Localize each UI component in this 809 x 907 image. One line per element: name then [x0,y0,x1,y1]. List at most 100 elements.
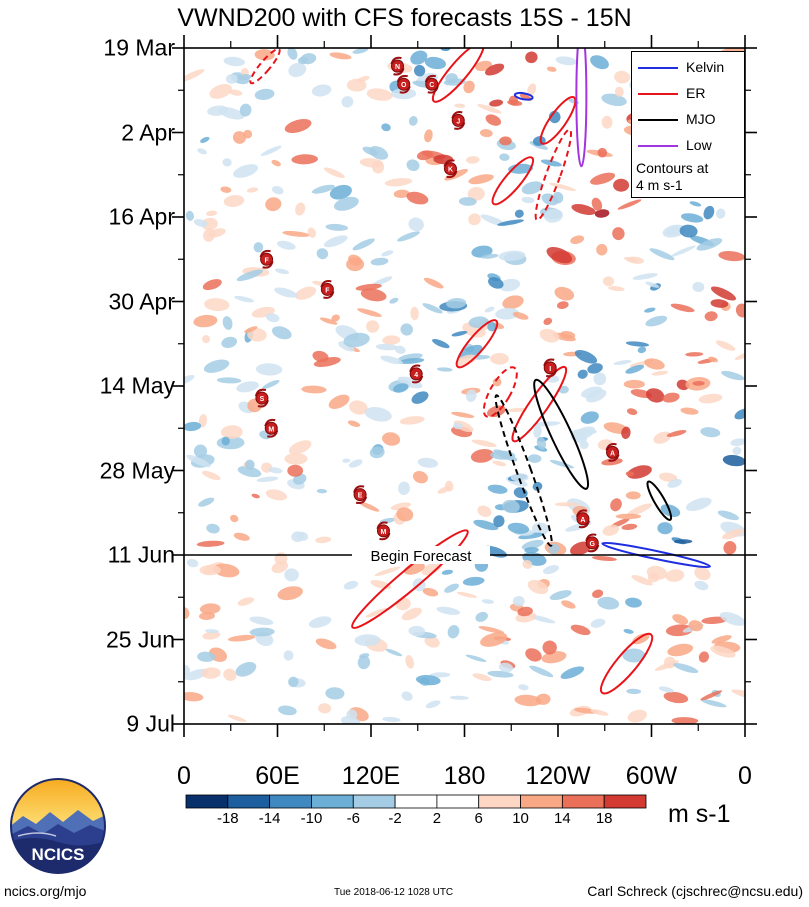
anomaly-cell [623,379,645,389]
anomaly-cell [202,470,221,481]
anomaly-cell [343,580,359,590]
legend: Kelvin ER MJO Low Contours at 4 m s-1 [631,51,745,198]
anomaly-cell [601,93,627,107]
colorbar [185,794,647,809]
anomaly-cell [613,178,630,192]
site-link[interactable]: ncics.org/mjo [4,883,87,899]
anomaly-cell [554,286,575,301]
anomaly-cell [710,299,729,308]
anomaly-cell [704,311,718,322]
anomaly-cell [249,616,274,626]
anomaly-cell [288,440,312,455]
anomaly-cell [366,88,393,101]
anomaly-cell [186,558,199,568]
anomaly-cell [223,195,245,207]
legend-label: ER [686,85,706,101]
anomaly-cell [694,566,711,581]
contour-er [534,128,573,221]
anomaly-cell [397,376,423,389]
anomaly-cell [480,214,507,227]
anomaly-cell [561,600,576,609]
anomaly-cell [412,471,428,484]
colorbar-tick-label: 10 [512,810,529,827]
anomaly-cell [360,288,387,302]
anomaly-cell [468,174,494,185]
anomaly-cell [254,88,275,100]
anomaly-cell [446,298,467,309]
anomaly-cell [397,231,420,242]
anomaly-cell [698,651,710,663]
anomaly-cell [525,51,538,64]
anomaly-cell [685,352,704,357]
anomaly-cell [265,489,287,501]
anomaly-cell [472,673,492,682]
anomaly-cell [570,624,591,636]
contour-mjo [533,378,590,490]
anomaly-cell [711,635,732,644]
anomaly-cell [617,199,642,210]
legend-label: MJO [686,111,716,127]
anomaly-cell [621,426,631,439]
anomaly-cell [708,356,719,363]
anomaly-cell [593,372,607,386]
anomaly-cell [622,648,646,663]
anomaly-cell [692,380,705,386]
anomaly-cell [673,539,693,544]
anomaly-cell [398,358,425,364]
legend-note: Contours at 4 m s-1 [636,160,708,194]
anomaly-cell [296,531,309,541]
storm-label: M [268,426,274,433]
anomaly-cell [715,208,726,219]
anomaly-cell [518,684,529,691]
anomaly-cell [391,88,417,100]
anomaly-cell [451,411,475,418]
storm-marker: I [543,358,558,378]
anomaly-cell [359,653,370,659]
anomaly-cell [680,407,699,415]
anomaly-cell [265,197,282,212]
anomaly-cell [329,52,352,60]
anomaly-cell [184,607,190,619]
legend-swatch [638,145,678,147]
anomaly-cell [570,235,585,244]
anomaly-cell [502,295,524,310]
anomaly-cell [625,491,641,500]
storm-marker: K [443,159,458,179]
anomaly-cell [507,407,528,412]
anomaly-cell [665,569,685,582]
forecast-label: Begin Forecast [371,548,473,565]
anomaly-cell [632,273,658,280]
storm-label: F [325,287,330,294]
anomaly-cell [481,253,499,259]
anomaly-cell [558,385,569,394]
anomaly-cell [223,668,237,681]
anomaly-cell [700,690,723,701]
anomaly-cell [313,357,341,367]
anomaly-cell [560,330,576,339]
x-tick-label: 60E [255,762,300,790]
anomaly-cell [449,695,469,700]
anomaly-cell [393,383,409,393]
storm-label: A [610,450,615,457]
anomaly-cell [470,449,495,463]
contour-er [599,632,654,695]
anomaly-cell [481,599,494,604]
anomaly-cell [532,421,561,427]
anomaly-cell [679,224,698,238]
ncics-logo: NCICS [10,778,106,874]
anomaly-cell [475,611,488,622]
anomaly-cell [626,688,642,695]
colorbar-tick-label: 14 [554,810,571,827]
anomaly-cell [380,355,403,365]
anomaly-cell [230,514,239,523]
anomaly-cell [374,566,401,576]
anomaly-cell [488,277,504,289]
anomaly-cell [719,611,745,626]
anomaly-cell [283,650,294,661]
anomaly-cell [624,256,637,263]
anomaly-cell [193,219,208,227]
anomaly-cell [225,74,238,84]
anomaly-cell [209,84,232,99]
anomaly-cell [410,306,419,321]
